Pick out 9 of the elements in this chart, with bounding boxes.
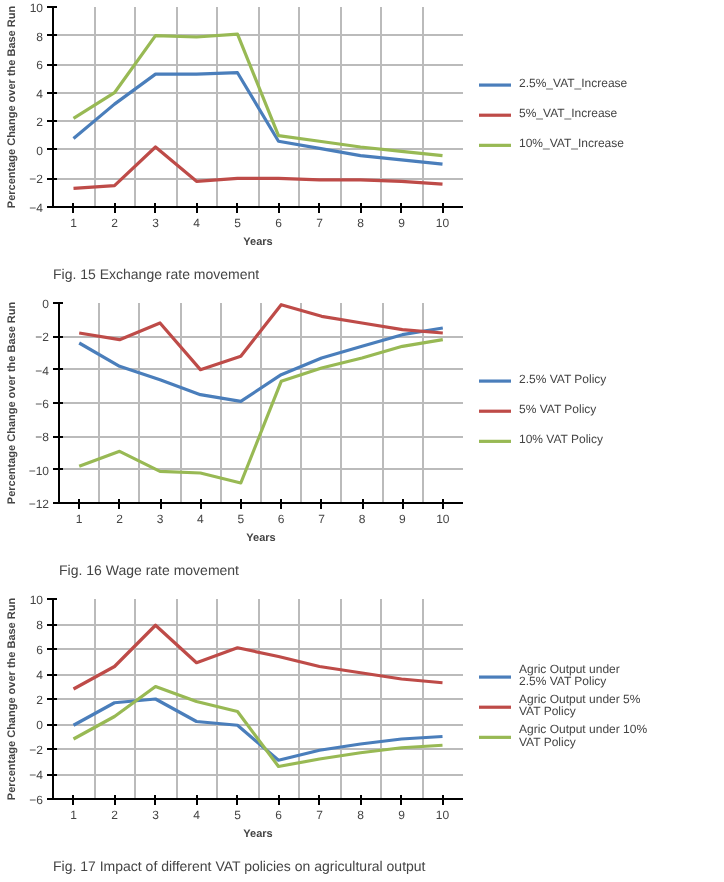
line-series — [71, 697, 445, 762]
line-series — [77, 326, 445, 403]
line-series — [71, 684, 445, 769]
line-series — [77, 338, 445, 485]
line-series — [71, 145, 445, 191]
line-series — [71, 71, 445, 166]
line-series — [71, 32, 445, 158]
line-series — [71, 623, 445, 691]
line-series — [77, 303, 445, 372]
